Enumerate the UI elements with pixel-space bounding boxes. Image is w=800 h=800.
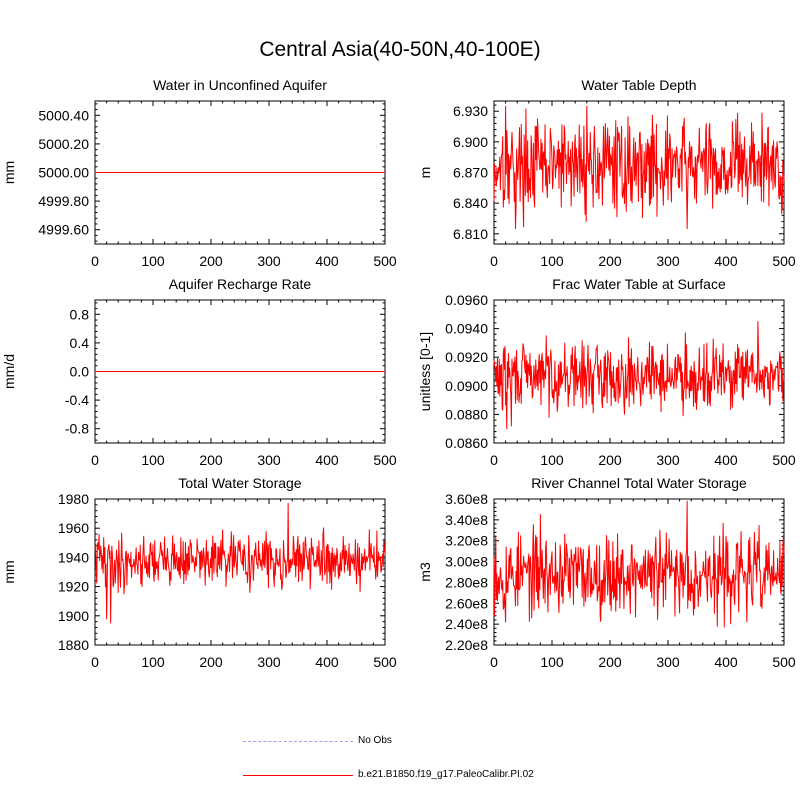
x-tick-label: 200 (199, 654, 223, 670)
x-tick-label: 0 (490, 452, 498, 468)
series-line (94, 502, 386, 624)
y-tick-label: 4999.80 (38, 193, 89, 209)
y-tick-label: 0.0940 (445, 321, 488, 337)
y-tick-label: 5000.40 (38, 107, 89, 123)
y-tick-label: 1940 (58, 549, 89, 565)
x-tick-label: 300 (656, 253, 680, 269)
x-tick-label: 0 (91, 253, 99, 269)
x-tick-label: 400 (315, 253, 339, 269)
x-tick-label: 500 (772, 654, 796, 670)
x-tick-label: 500 (373, 654, 397, 670)
y-tick-label: 0.0920 (445, 349, 488, 365)
figure-title: Central Asia(40-50N,40-100E) (259, 38, 541, 61)
x-tick-label: 0 (91, 654, 99, 670)
x-tick-label: 400 (714, 654, 738, 670)
x-tick-label: 400 (714, 253, 738, 269)
x-tick-label: 300 (257, 654, 281, 670)
x-tick-label: 0 (490, 654, 498, 670)
x-tick-label: 100 (141, 452, 165, 468)
x-tick-label: 200 (598, 452, 622, 468)
y-axis-label: m (417, 167, 433, 179)
y-tick-label: 5000.20 (38, 136, 89, 152)
series-line (493, 320, 785, 430)
y-tick-label: 3.60e8 (445, 491, 488, 507)
x-tick-label: 0 (490, 253, 498, 269)
y-tick-label: 0.0860 (445, 435, 488, 451)
y-tick-label: 0.4 (70, 335, 90, 351)
y-tick-label: 6.900 (453, 134, 488, 150)
y-tick-label: 1920 (58, 579, 89, 595)
y-tick-label: 4999.60 (38, 222, 89, 238)
plot-frame (493, 299, 785, 444)
y-tick-label: 0.8 (70, 306, 90, 322)
y-tick-label: 0.0880 (445, 406, 488, 422)
y-tick-label: 1900 (58, 608, 89, 624)
plot-frame (94, 498, 386, 646)
y-tick-label: 1960 (58, 520, 89, 536)
series-line (493, 500, 785, 628)
y-tick-label: -0.4 (65, 392, 89, 408)
y-tick-label: 5000.00 (38, 165, 89, 181)
legend-item-no-obs: No Obs (243, 735, 603, 749)
y-tick-label: -0.8 (65, 421, 89, 437)
y-tick-label: 3.20e8 (445, 533, 488, 549)
y-tick-label: 2.60e8 (445, 595, 488, 611)
x-tick-label: 100 (540, 654, 564, 670)
y-tick-label: 2.20e8 (445, 637, 488, 653)
y-axis-label: m3 (417, 562, 433, 582)
y-tick-label: 2.40e8 (445, 616, 488, 632)
y-tick-label: 6.840 (453, 195, 488, 211)
x-tick-label: 200 (598, 253, 622, 269)
legend-swatch-solid (243, 775, 353, 776)
x-tick-label: 300 (257, 253, 281, 269)
x-tick-label: 400 (315, 654, 339, 670)
x-tick-label: 400 (315, 452, 339, 468)
y-tick-label: 0.0 (70, 364, 90, 380)
series-line (493, 105, 785, 230)
x-tick-label: 300 (656, 452, 680, 468)
legend-label: No Obs (358, 735, 392, 746)
x-tick-label: 100 (141, 253, 165, 269)
y-tick-label: 0.0960 (445, 292, 488, 308)
y-axis-label: mm (1, 560, 17, 583)
y-tick-label: 3.40e8 (445, 512, 488, 528)
x-tick-label: 100 (141, 654, 165, 670)
y-tick-label: 0.0900 (445, 378, 488, 394)
x-tick-label: 200 (598, 654, 622, 670)
x-tick-label: 500 (373, 253, 397, 269)
y-tick-label: 1880 (58, 637, 89, 653)
y-axis-label: mm (1, 161, 17, 184)
legend-swatch-dashed (243, 741, 353, 742)
panel-title: Aquifer Recharge Rate (169, 276, 312, 292)
legend-item-model: b.e21.B1850.f19_g17.PaleoCalibr.PI.02 (243, 769, 603, 783)
y-tick-label: 6.870 (453, 165, 488, 181)
x-tick-label: 200 (199, 253, 223, 269)
legend-label: b.e21.B1850.f19_g17.PaleoCalibr.PI.02 (358, 769, 534, 780)
x-tick-label: 0 (91, 452, 99, 468)
x-tick-label: 300 (257, 452, 281, 468)
y-tick-label: 3.00e8 (445, 554, 488, 570)
x-tick-label: 100 (540, 253, 564, 269)
x-tick-label: 500 (373, 452, 397, 468)
panel-title: River Channel Total Water Storage (531, 475, 747, 491)
y-tick-label: 6.810 (453, 226, 488, 242)
panel-title: Total Water Storage (178, 475, 301, 491)
x-tick-label: 500 (772, 253, 796, 269)
panel-title: Water Table Depth (581, 77, 696, 93)
x-tick-label: 400 (714, 452, 738, 468)
x-tick-label: 300 (656, 654, 680, 670)
y-axis-label: unitless [0-1] (417, 332, 433, 411)
y-tick-label: 2.80e8 (445, 574, 488, 590)
y-tick-label: 1980 (58, 491, 89, 507)
x-tick-label: 100 (540, 452, 564, 468)
y-axis-label: mm/d (1, 354, 17, 389)
x-tick-label: 500 (772, 452, 796, 468)
panel-title: Frac Water Table at Surface (552, 276, 726, 292)
x-tick-label: 200 (199, 452, 223, 468)
panel-title: Water in Unconfined Aquifer (153, 77, 327, 93)
y-tick-label: 6.930 (453, 103, 488, 119)
